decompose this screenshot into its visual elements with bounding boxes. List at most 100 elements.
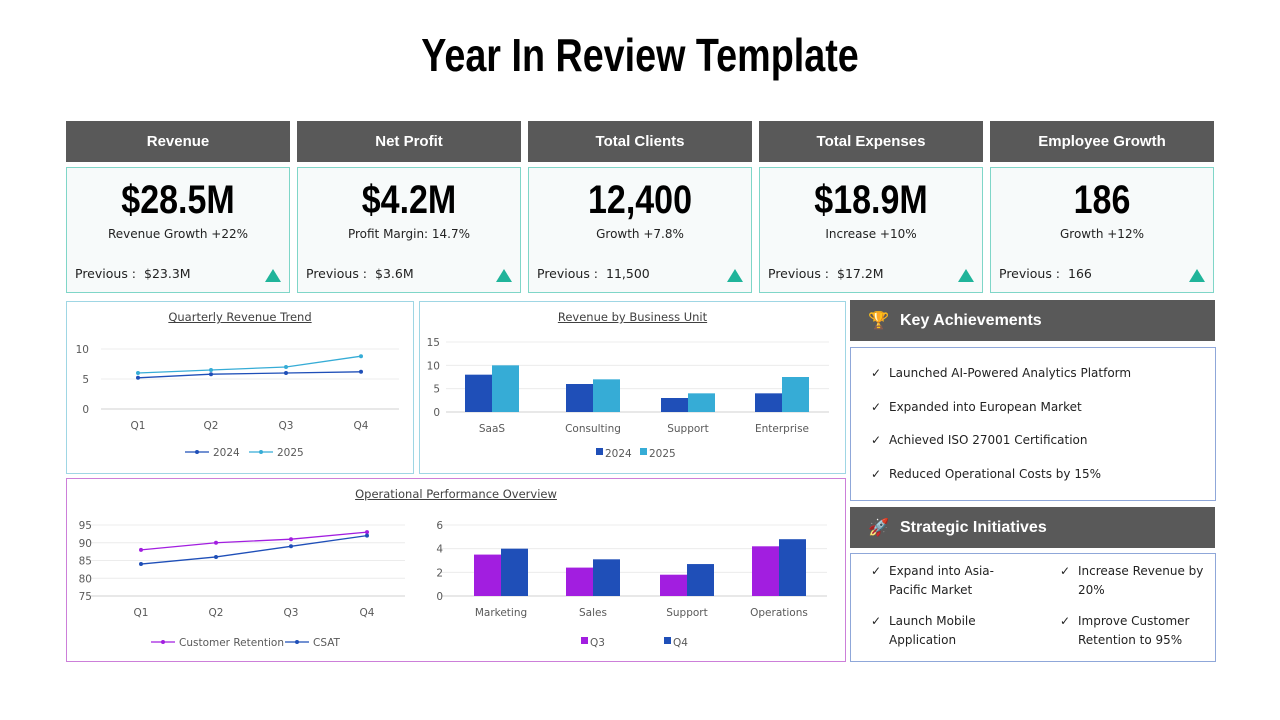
bar-2024 — [566, 384, 593, 412]
data-point — [214, 540, 218, 545]
series-line-csat — [140, 535, 368, 565]
x-tick-label: Q2 — [209, 607, 224, 619]
x-tick-label: SaaS — [479, 423, 506, 435]
x-tick-label: Q1 — [134, 607, 149, 619]
operational-performance-panel: Operational Performance Overview 75 80 85 9… — [66, 478, 846, 662]
y-tick-label: 90 — [79, 538, 92, 550]
kpi-header-total-clients: Total Clients — [528, 121, 752, 162]
trend-up-icon — [265, 269, 281, 282]
y-tick-label: 6 — [436, 520, 443, 532]
bar-2024 — [661, 398, 688, 412]
trend-up-icon — [1189, 269, 1205, 282]
bar-q4 — [779, 539, 806, 596]
kpi-value: 186 — [1073, 178, 1131, 222]
data-point — [365, 530, 369, 535]
kpi-value: $18.9M — [814, 178, 928, 222]
kpi-previous: Previous : 166 — [999, 266, 1092, 281]
legend-label: 2024 — [213, 447, 240, 459]
y-tick-label: 2 — [436, 567, 443, 579]
bar-q3 — [566, 567, 593, 596]
data-point — [289, 544, 293, 549]
check-icon: ✓ — [1060, 564, 1071, 578]
previous-label: Previous : — [306, 266, 368, 281]
chart-title: Operational Performance Overview — [355, 487, 557, 501]
rocket-icon: 🚀 — [868, 517, 890, 537]
bar-2025 — [593, 379, 620, 412]
data-point — [209, 368, 213, 372]
bar-2024 — [465, 374, 492, 412]
achievement-item: ✓ Expanded into European Market — [871, 398, 1082, 417]
x-tick-label: Marketing — [475, 607, 527, 619]
kpi-card-revenue: $28.5M Revenue Growth +22% Previous : $23… — [66, 167, 290, 293]
legend-label: 2025 — [277, 447, 304, 459]
legend-label: Q3 — [590, 637, 605, 649]
key-achievements-list: ✓ Launched AI-Powered Analytics Platform ✓… — [850, 347, 1216, 501]
chart-title: Quarterly Revenue Trend — [168, 310, 312, 324]
kpi-card-total-expenses: $18.9M Increase +10% Previous : $17.2M — [759, 167, 983, 293]
legend-swatch — [640, 448, 647, 455]
legend-label: 2025 — [649, 448, 676, 460]
check-icon: ✓ — [871, 399, 882, 414]
legend-marker — [259, 450, 263, 454]
bar-2024 — [755, 393, 782, 412]
check-icon: ✓ — [871, 564, 882, 578]
kpi-value: 12,400 — [588, 178, 692, 222]
previous-label: Previous : — [999, 266, 1061, 281]
y-tick-label: 4 — [436, 544, 443, 556]
achievement-item: ✓ Launched AI-Powered Analytics Platform — [871, 364, 1131, 383]
achievement-item: ✓ Achieved ISO 27001 Certification — [871, 431, 1087, 450]
data-point — [365, 533, 369, 538]
legend-marker — [295, 640, 299, 644]
key-achievements-header: 🏆 Key Achievements — [850, 300, 1215, 341]
data-point — [359, 354, 363, 359]
strategic-initiatives-title: Strategic Initiatives — [900, 518, 1047, 536]
series-line-2025 — [137, 355, 362, 374]
key-achievements-title: Key Achievements — [900, 311, 1042, 329]
quarterly-revenue-trend-chart: Quarterly Revenue Trend 0 5 10 Q1 Q2 Q3 Q4 2024… — [66, 301, 414, 474]
bar-2025 — [782, 377, 809, 412]
x-tick-label: Q1 — [131, 420, 146, 432]
strategic-initiatives-header: 🚀 Strategic Initiatives — [850, 507, 1215, 548]
kpi-previous: Previous : 11,500 — [537, 266, 650, 281]
y-tick-label: 75 — [79, 591, 92, 603]
x-tick-label: Q2 — [204, 420, 219, 432]
bar-2025 — [492, 365, 519, 412]
check-icon: ✓ — [871, 433, 882, 447]
chart-title: Revenue by Business Unit — [557, 310, 708, 324]
legend-label: CSAT — [313, 637, 341, 649]
kpi-header-net-profit: Net Profit — [297, 121, 521, 162]
x-tick-label: Operations — [750, 607, 808, 619]
legend-swatch — [596, 448, 603, 455]
x-tick-label: Support — [667, 423, 709, 435]
kpi-subtext: Growth +7.8% — [596, 227, 684, 241]
check-icon: ✓ — [871, 466, 882, 481]
kpi-previous: Previous : $3.6M — [306, 266, 414, 281]
y-tick-label: 0 — [82, 404, 89, 416]
y-tick-label: 0 — [433, 407, 440, 419]
kpi-header-employee-growth: Employee Growth — [990, 121, 1214, 162]
previous-value: 166 — [1068, 266, 1092, 281]
x-tick-label: Consulting — [565, 423, 621, 435]
kpi-subtext: Increase +10% — [825, 227, 917, 241]
y-tick-label: 0 — [436, 591, 443, 603]
data-point — [136, 371, 140, 375]
trend-up-icon — [496, 269, 512, 282]
kpi-value: $4.2M — [361, 178, 457, 222]
legend-label: Q4 — [673, 637, 688, 649]
data-point — [214, 554, 218, 559]
x-tick-label: Q3 — [279, 420, 294, 432]
bar-q4 — [593, 559, 620, 596]
kpi-header-revenue: Revenue — [66, 121, 290, 162]
legend-label: 2024 — [605, 448, 632, 460]
data-point — [289, 537, 293, 542]
revenue-by-business-unit-chart: Revenue by Business Unit 0 5 10 15 SaaS Consu… — [419, 301, 846, 474]
data-point — [139, 562, 143, 567]
y-tick-label: 10 — [76, 344, 89, 356]
legend-marker — [161, 640, 165, 644]
kpi-value: $28.5M — [121, 178, 235, 222]
kpi-card-total-clients: 12,400 Growth +7.8% Previous : 11,500 — [528, 167, 752, 293]
data-point — [209, 372, 213, 377]
initiative-item: ✓ Increase Revenue by 20% — [1060, 564, 1204, 597]
legend-marker — [195, 450, 199, 454]
x-tick-label: Enterprise — [755, 423, 809, 435]
